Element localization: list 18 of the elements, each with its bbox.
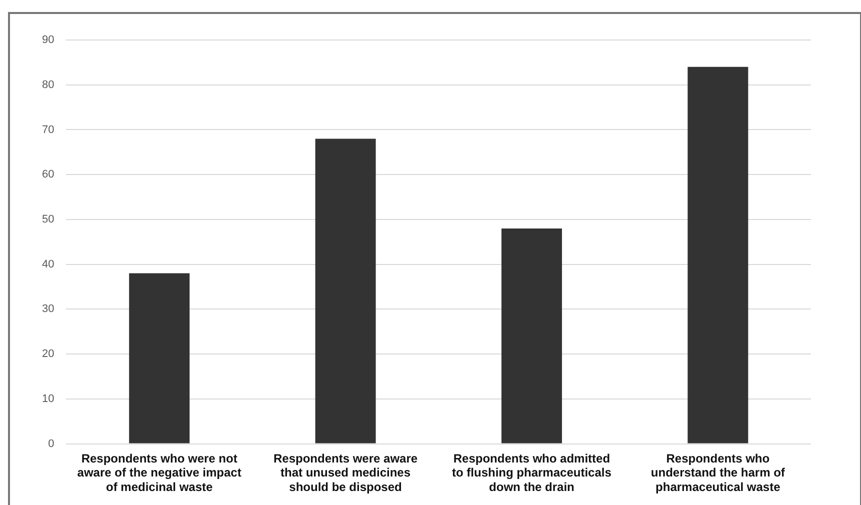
y-tick-label: 10 bbox=[42, 392, 54, 405]
bar bbox=[688, 66, 748, 444]
y-tick-label: 0 bbox=[48, 438, 54, 450]
y-tick-label: 90 bbox=[42, 34, 54, 46]
y-tick-label: 60 bbox=[42, 168, 54, 181]
y-tick-label: 20 bbox=[42, 348, 54, 360]
y-tick-label: 50 bbox=[42, 214, 54, 226]
y-tick-label: 70 bbox=[42, 124, 54, 136]
x-tick-label: Respondents were aware that unused medicines should be disposed bbox=[273, 451, 418, 494]
y-tick-label: 80 bbox=[42, 78, 54, 91]
bar bbox=[129, 273, 190, 444]
y-tick-label: 30 bbox=[42, 303, 54, 316]
x-tick-label: Respondents who understand the harm of pharmaceutical waste bbox=[650, 451, 786, 494]
x-tick-label: Respondents who admitted to flushing pharmaceuticals down the drain bbox=[452, 451, 612, 494]
bar bbox=[501, 228, 562, 444]
bar bbox=[315, 138, 376, 444]
x-tick-label: Respondents who were not aware of the negative impact of medicinal waste bbox=[77, 451, 242, 494]
y-tick-label: 40 bbox=[42, 258, 54, 270]
